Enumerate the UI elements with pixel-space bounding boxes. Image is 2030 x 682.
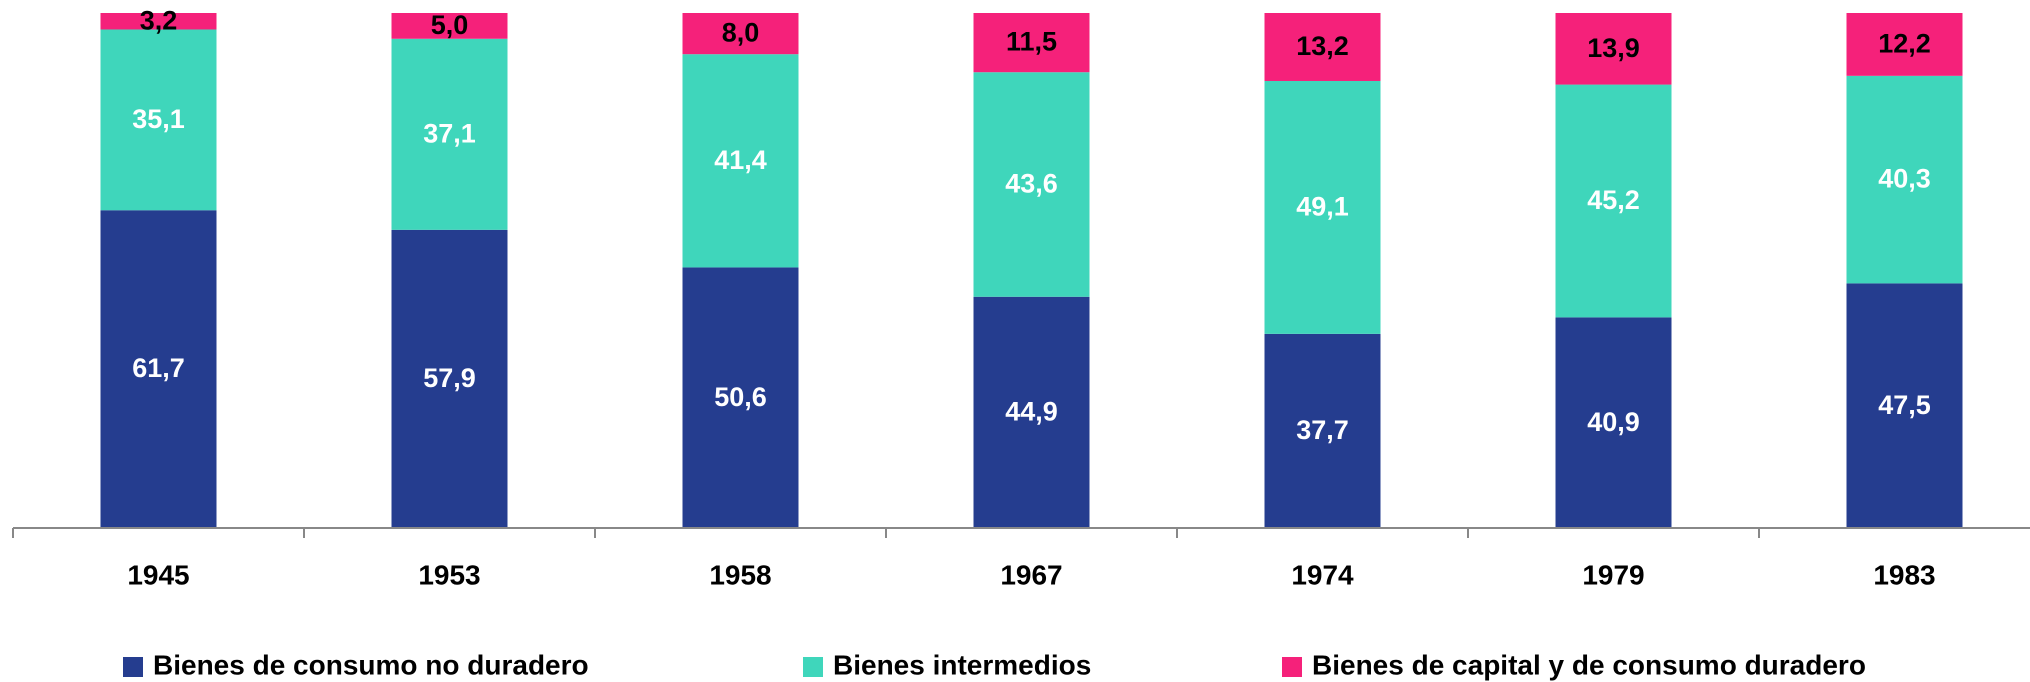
bar-segment [100, 210, 217, 528]
x-tick-label: 1958 [709, 559, 771, 590]
bar-segment [1264, 333, 1381, 528]
x-tick-label: 1979 [1582, 559, 1644, 590]
bar-segment [100, 13, 217, 30]
legend-swatch [123, 657, 143, 677]
data-label: 35,1 [132, 104, 185, 134]
data-label: 45,2 [1587, 185, 1640, 215]
bar-segment [391, 229, 508, 528]
bar-segment [1264, 13, 1381, 81]
legend-swatch [803, 657, 823, 677]
bar-segment [100, 29, 217, 211]
data-label: 13,2 [1296, 31, 1349, 61]
bar-segment [682, 13, 799, 55]
data-label: 37,1 [423, 118, 476, 148]
data-label: 8,0 [722, 18, 760, 48]
bar-segment [1846, 13, 1963, 76]
data-label: 43,6 [1005, 169, 1058, 199]
bar-segment [1264, 80, 1381, 334]
x-tick-label: 1983 [1873, 559, 1935, 590]
data-label: 40,3 [1878, 164, 1931, 194]
data-label: 49,1 [1296, 192, 1349, 222]
bar-segment [1846, 283, 1963, 528]
legend-label: Bienes de consumo no duradero [153, 649, 589, 680]
bar-segment [682, 54, 799, 268]
data-label: 41,4 [714, 145, 767, 175]
x-tick-label: 1967 [1000, 559, 1062, 590]
data-label: 5,0 [431, 10, 469, 40]
bar-segment [1555, 317, 1672, 528]
legend-label: Bienes de capital y de consumo duradero [1312, 649, 1866, 680]
bar-segment [1555, 84, 1672, 318]
bar-segment [973, 72, 1090, 297]
legend-swatch [1282, 657, 1302, 677]
bar-segment [1846, 75, 1963, 284]
data-label: 11,5 [1006, 27, 1057, 57]
bar-segment [391, 13, 508, 39]
bar-segment [973, 296, 1090, 528]
x-tick-label: 1953 [418, 559, 480, 590]
x-tick-label: 1945 [127, 559, 189, 590]
x-tick-label: 1974 [1291, 559, 1354, 590]
bar-segment [391, 38, 508, 230]
bar-segment [973, 13, 1090, 73]
data-label: 40,9 [1587, 407, 1640, 437]
data-label: 50,6 [714, 382, 767, 412]
data-label: 57,9 [423, 363, 476, 393]
data-label: 44,9 [1005, 397, 1058, 427]
data-label: 47,5 [1878, 390, 1931, 420]
data-label: 3,2 [140, 5, 178, 35]
data-label: 12,2 [1878, 29, 1931, 59]
legend-label: Bienes intermedios [833, 649, 1091, 680]
bar-segment [682, 267, 799, 528]
bar-segment [1555, 13, 1672, 85]
data-label: 13,9 [1587, 33, 1640, 63]
data-label: 61,7 [132, 353, 185, 383]
data-label: 37,7 [1296, 415, 1349, 445]
